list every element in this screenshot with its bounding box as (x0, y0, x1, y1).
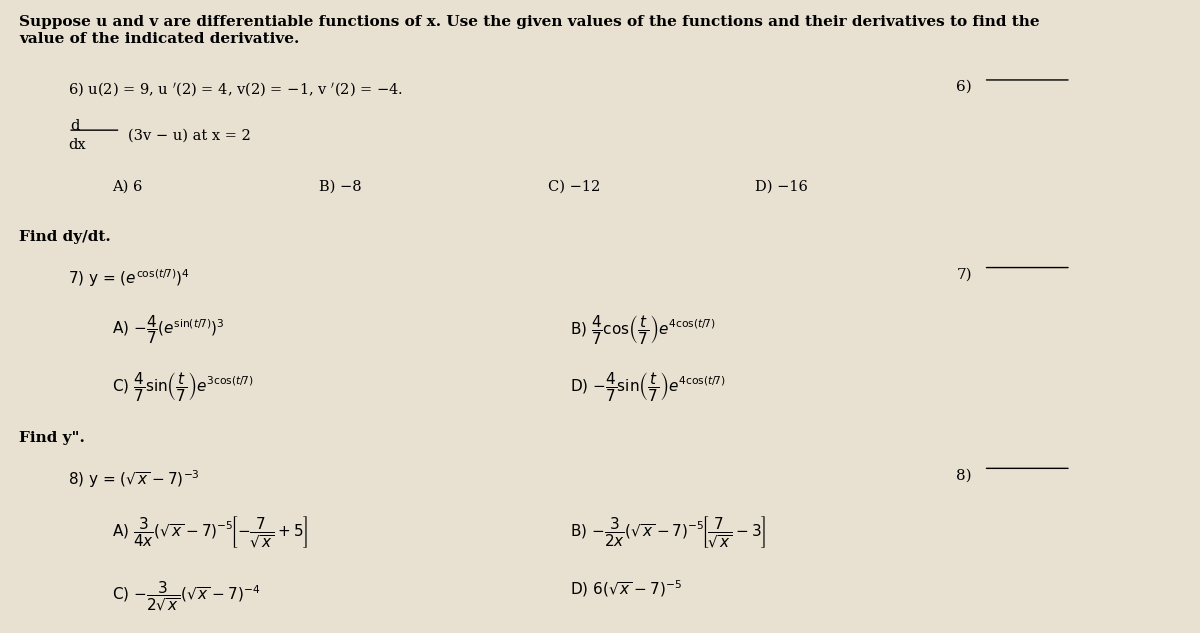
Text: Find dy/dt.: Find dy/dt. (19, 230, 110, 244)
Text: B) −8: B) −8 (319, 180, 361, 194)
Text: 7) y = $\left(e^{\cos(t/7)}\right)^4$: 7) y = $\left(e^{\cos(t/7)}\right)^4$ (68, 268, 191, 289)
Text: B) $-\dfrac{3}{2x}(\sqrt{x}-7)^{-5}\!\left[\dfrac{7}{\sqrt{x}}-3\right]$: B) $-\dfrac{3}{2x}(\sqrt{x}-7)^{-5}\!\le… (570, 514, 766, 549)
Text: A) 6: A) 6 (112, 180, 142, 194)
Text: C) $-\dfrac{3}{2\sqrt{x}}(\sqrt{x}-7)^{-4}$: C) $-\dfrac{3}{2\sqrt{x}}(\sqrt{x}-7)^{-… (112, 579, 260, 613)
Text: D) $-\dfrac{4}{7}\sin\!\left(\dfrac{t}{7}\right)e^{4\cos(t/7)}$: D) $-\dfrac{4}{7}\sin\!\left(\dfrac{t}{7… (570, 370, 725, 403)
Text: C) $\dfrac{4}{7}\sin\!\left(\dfrac{t}{7}\right)e^{3\cos(t/7)}$: C) $\dfrac{4}{7}\sin\!\left(\dfrac{t}{7}… (112, 370, 253, 403)
Text: A) $\dfrac{3}{4x}(\sqrt{x}-7)^{-5}\!\left[-\dfrac{7}{\sqrt{x}}+5\right]$: A) $\dfrac{3}{4x}(\sqrt{x}-7)^{-5}\!\lef… (112, 514, 308, 549)
Text: B) $\dfrac{4}{7}\cos\!\left(\dfrac{t}{7}\right)e^{4\cos(t/7)}$: B) $\dfrac{4}{7}\cos\!\left(\dfrac{t}{7}… (570, 313, 715, 346)
Text: 6) u(2) = 9, u $'$(2) = 4, v(2) = $-$1, v $'$(2) = $-$4.: 6) u(2) = 9, u $'$(2) = 4, v(2) = $-$1, … (68, 81, 403, 99)
Text: 7): 7) (956, 268, 972, 282)
Text: D) −16: D) −16 (755, 180, 808, 194)
Text: (3v − u) at x = 2: (3v − u) at x = 2 (128, 128, 251, 142)
Text: 8) y = $(\sqrt{x} - 7)^{-3}$: 8) y = $(\sqrt{x} - 7)^{-3}$ (68, 468, 200, 490)
Text: 8): 8) (956, 468, 972, 482)
Text: A) $-\dfrac{4}{7}\left(e^{\sin(t/7)}\right)^3$: A) $-\dfrac{4}{7}\left(e^{\sin(t/7)}\rig… (112, 313, 224, 346)
Text: dx: dx (68, 138, 85, 152)
Text: D) $6(\sqrt{x}-7)^{-5}$: D) $6(\sqrt{x}-7)^{-5}$ (570, 579, 682, 599)
Text: 6): 6) (956, 80, 972, 94)
Text: Find y".: Find y". (19, 430, 85, 445)
Text: d: d (71, 119, 79, 133)
Text: Suppose u and v are differentiable functions of x. Use the given values of the f: Suppose u and v are differentiable funct… (19, 15, 1039, 46)
Text: C) −12: C) −12 (547, 180, 600, 194)
